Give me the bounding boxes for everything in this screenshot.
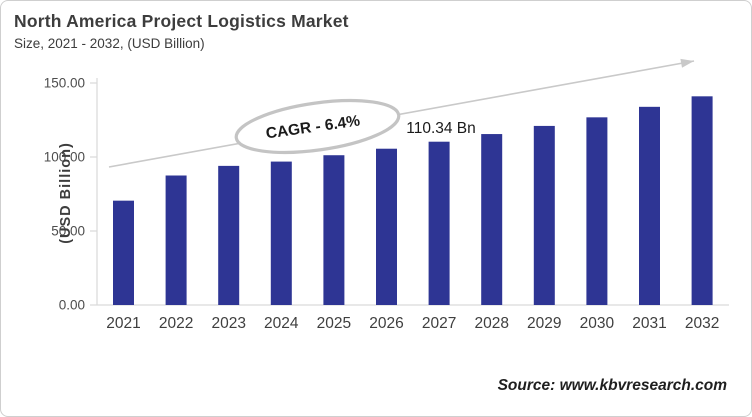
bar-2022 — [165, 175, 187, 305]
x-tick-label-2032: 2032 — [685, 315, 719, 332]
x-tick-label-2030: 2030 — [580, 315, 615, 332]
bar-2027 — [428, 141, 450, 305]
y-tick-label-0.00: 0.00 — [59, 298, 85, 313]
bar-2031 — [639, 106, 660, 305]
cagr-ellipse — [234, 98, 401, 155]
x-tick-label-2031: 2031 — [632, 315, 666, 332]
y-tick-label-50.00: 50.00 — [51, 224, 85, 239]
bar-2023 — [218, 165, 240, 305]
bar-2025 — [323, 155, 345, 305]
bar-2026 — [376, 148, 397, 305]
chart-title: North America Project Logistics Market — [14, 11, 349, 31]
x-tick-label-2026: 2026 — [369, 315, 403, 332]
trend-arrowhead — [680, 58, 694, 68]
x-tick-label-2028: 2028 — [474, 315, 508, 332]
bar-2024 — [270, 161, 292, 305]
x-tick-label-2021: 2021 — [106, 315, 140, 332]
bar-2029 — [533, 125, 555, 305]
x-tick-label-2025: 2025 — [317, 315, 351, 332]
y-tick-label-100.00: 100.00 — [44, 150, 85, 165]
trend-arrow-line — [108, 60, 695, 168]
y-axis-title: (USD Billion) — [58, 142, 74, 244]
chart-subtitle: Size, 2021 - 2032, (USD Billion) — [14, 36, 205, 51]
bar-2021 — [113, 200, 134, 305]
bar-2028 — [481, 134, 503, 305]
y-tick-label-150.00: 150.00 — [44, 76, 85, 91]
bar-2032 — [691, 96, 713, 305]
source-text: Source: www.kbvresearch.com — [497, 377, 727, 394]
value-annotation: 110.34 Bn — [406, 120, 476, 137]
bar-2030 — [586, 117, 608, 305]
x-tick-label-2027: 2027 — [422, 315, 456, 332]
x-tick-label-2024: 2024 — [264, 315, 299, 332]
x-tick-label-2029: 2029 — [527, 315, 561, 332]
x-tick-label-2022: 2022 — [159, 315, 193, 332]
x-tick-label-2023: 2023 — [211, 315, 245, 332]
